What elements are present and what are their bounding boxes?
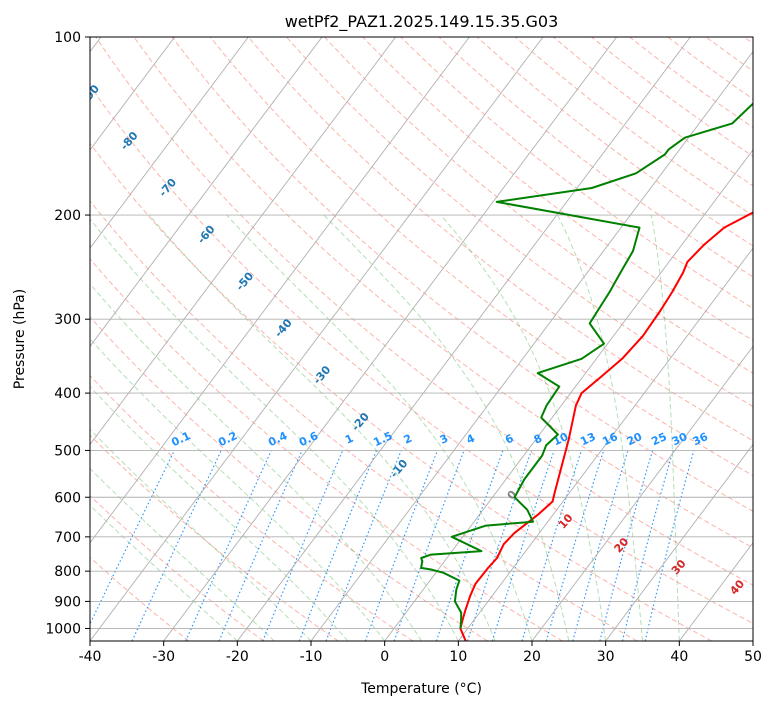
dewpoint-profile-line	[420, 102, 753, 629]
moist-adiabat-line	[440, 214, 607, 641]
y-tick-label: 600	[54, 490, 81, 506]
x-tick-label: -30	[152, 649, 175, 665]
mixing-ratio-line	[521, 450, 583, 641]
mixing-ratio-line	[298, 450, 378, 641]
mixing-ratio-line	[466, 450, 533, 641]
mixing-ratio-line	[185, 450, 272, 641]
y-tick-label: 900	[54, 594, 81, 610]
dry-adiabat-line	[171, 37, 753, 512]
dry-adiabat-line	[247, 37, 753, 442]
dry-adiabat-line	[90, 556, 190, 641]
plot-frame	[89, 36, 754, 642]
mixing-ratio-label: 16	[600, 430, 620, 448]
x-axis-label: Temperature (°C)	[360, 681, 482, 697]
y-tick-label: 1000	[45, 621, 81, 637]
isotherm-line	[90, 37, 176, 151]
dry-adiabat-line	[362, 37, 753, 342]
dry-adiabat-line	[90, 200, 638, 641]
mixing-ratio-label: 30	[670, 430, 690, 448]
isotherm-line	[90, 37, 249, 249]
x-tick-label: -40	[79, 649, 102, 665]
temperature-profile-line	[459, 211, 753, 641]
mixing-ratio-line	[435, 450, 504, 641]
moist-adiabat-line	[90, 504, 238, 641]
isotherm-line	[605, 443, 753, 641]
isotherm-line	[90, 37, 470, 544]
plot-background	[90, 37, 753, 641]
moist-adiabat-line	[650, 214, 680, 641]
moist-adiabat-line	[90, 338, 386, 641]
isotherm-line	[531, 345, 753, 641]
mixing-ratio-label: 10	[551, 430, 571, 448]
dry-adiabat-line	[90, 142, 712, 641]
y-tick-label: 700	[54, 530, 81, 546]
mixing-ratio-label: 25	[649, 430, 668, 448]
isotherm-line	[236, 37, 691, 641]
x-tick-label: -20	[226, 649, 249, 665]
mixing-ratio-line	[262, 450, 344, 641]
x-axis: -40 -30 -20 -10 0 10 20 30 40 50	[79, 641, 762, 665]
mixing-ratio-line	[218, 450, 303, 641]
y-tick-label: 300	[54, 312, 81, 328]
x-tick-label: 10	[449, 649, 467, 665]
x-tick-label: 50	[744, 649, 762, 665]
x-tick-label: 20	[523, 649, 541, 665]
y-tick-label: 400	[54, 386, 81, 402]
x-tick-label: 40	[670, 649, 688, 665]
mixing-ratio-line	[491, 450, 555, 641]
mixing-ratio-line	[621, 450, 674, 641]
x-tick-label: -10	[300, 649, 323, 665]
isotherm-line	[163, 37, 618, 641]
mixing-ratio-label: 36	[691, 430, 711, 448]
isotherm-line	[90, 37, 544, 641]
moist-adiabat-line	[148, 214, 496, 641]
mixing-ratio-line	[572, 450, 629, 641]
mixing-ratio-line	[599, 450, 654, 641]
mixing-ratio-line	[325, 450, 402, 641]
y-tick-label: 500	[54, 443, 81, 459]
isotherm-line	[90, 37, 323, 348]
dry-adiabat-line	[90, 258, 563, 641]
mixing-ratio-label: 13	[578, 430, 597, 448]
thermo-background-lines	[90, 37, 753, 641]
y-axis: 100 200 300 400 500 600 700 800 900 1000	[45, 30, 90, 637]
moist-adiabat-line	[557, 214, 643, 641]
x-tick-label: 30	[597, 649, 615, 665]
dry-adiabat-line	[90, 316, 488, 641]
y-tick-label: 100	[54, 30, 81, 46]
dry-adiabat-line	[90, 434, 339, 641]
isotherm-line	[457, 247, 753, 641]
moist-adiabat-line	[90, 467, 275, 641]
moist-adiabat-line	[226, 214, 533, 641]
dry-adiabat-line	[400, 37, 753, 309]
moist-adiabat-line	[323, 214, 570, 641]
isotherm-line	[310, 50, 753, 641]
y-tick-label: 800	[54, 564, 81, 580]
chart-title: wetPf2_PAZ1.2025.149.15.35.G03	[285, 12, 559, 32]
y-tick-label: 200	[54, 208, 81, 224]
profile-series	[420, 102, 753, 641]
isotherm-line	[90, 37, 397, 446]
mixing-ratio-label: 20	[625, 430, 645, 448]
moist-adiabat-line	[90, 283, 422, 641]
moist-adiabat-line	[90, 218, 459, 641]
dry-adiabat-line	[209, 37, 753, 477]
moist-adiabat-line	[90, 428, 312, 641]
x-tick-label: 0	[380, 649, 389, 665]
mixing-ratio-line	[545, 450, 605, 641]
dry-adiabat-line	[133, 37, 753, 549]
y-axis-label: Pressure (hPa)	[12, 289, 28, 389]
mixing-ratio-line	[364, 450, 439, 641]
